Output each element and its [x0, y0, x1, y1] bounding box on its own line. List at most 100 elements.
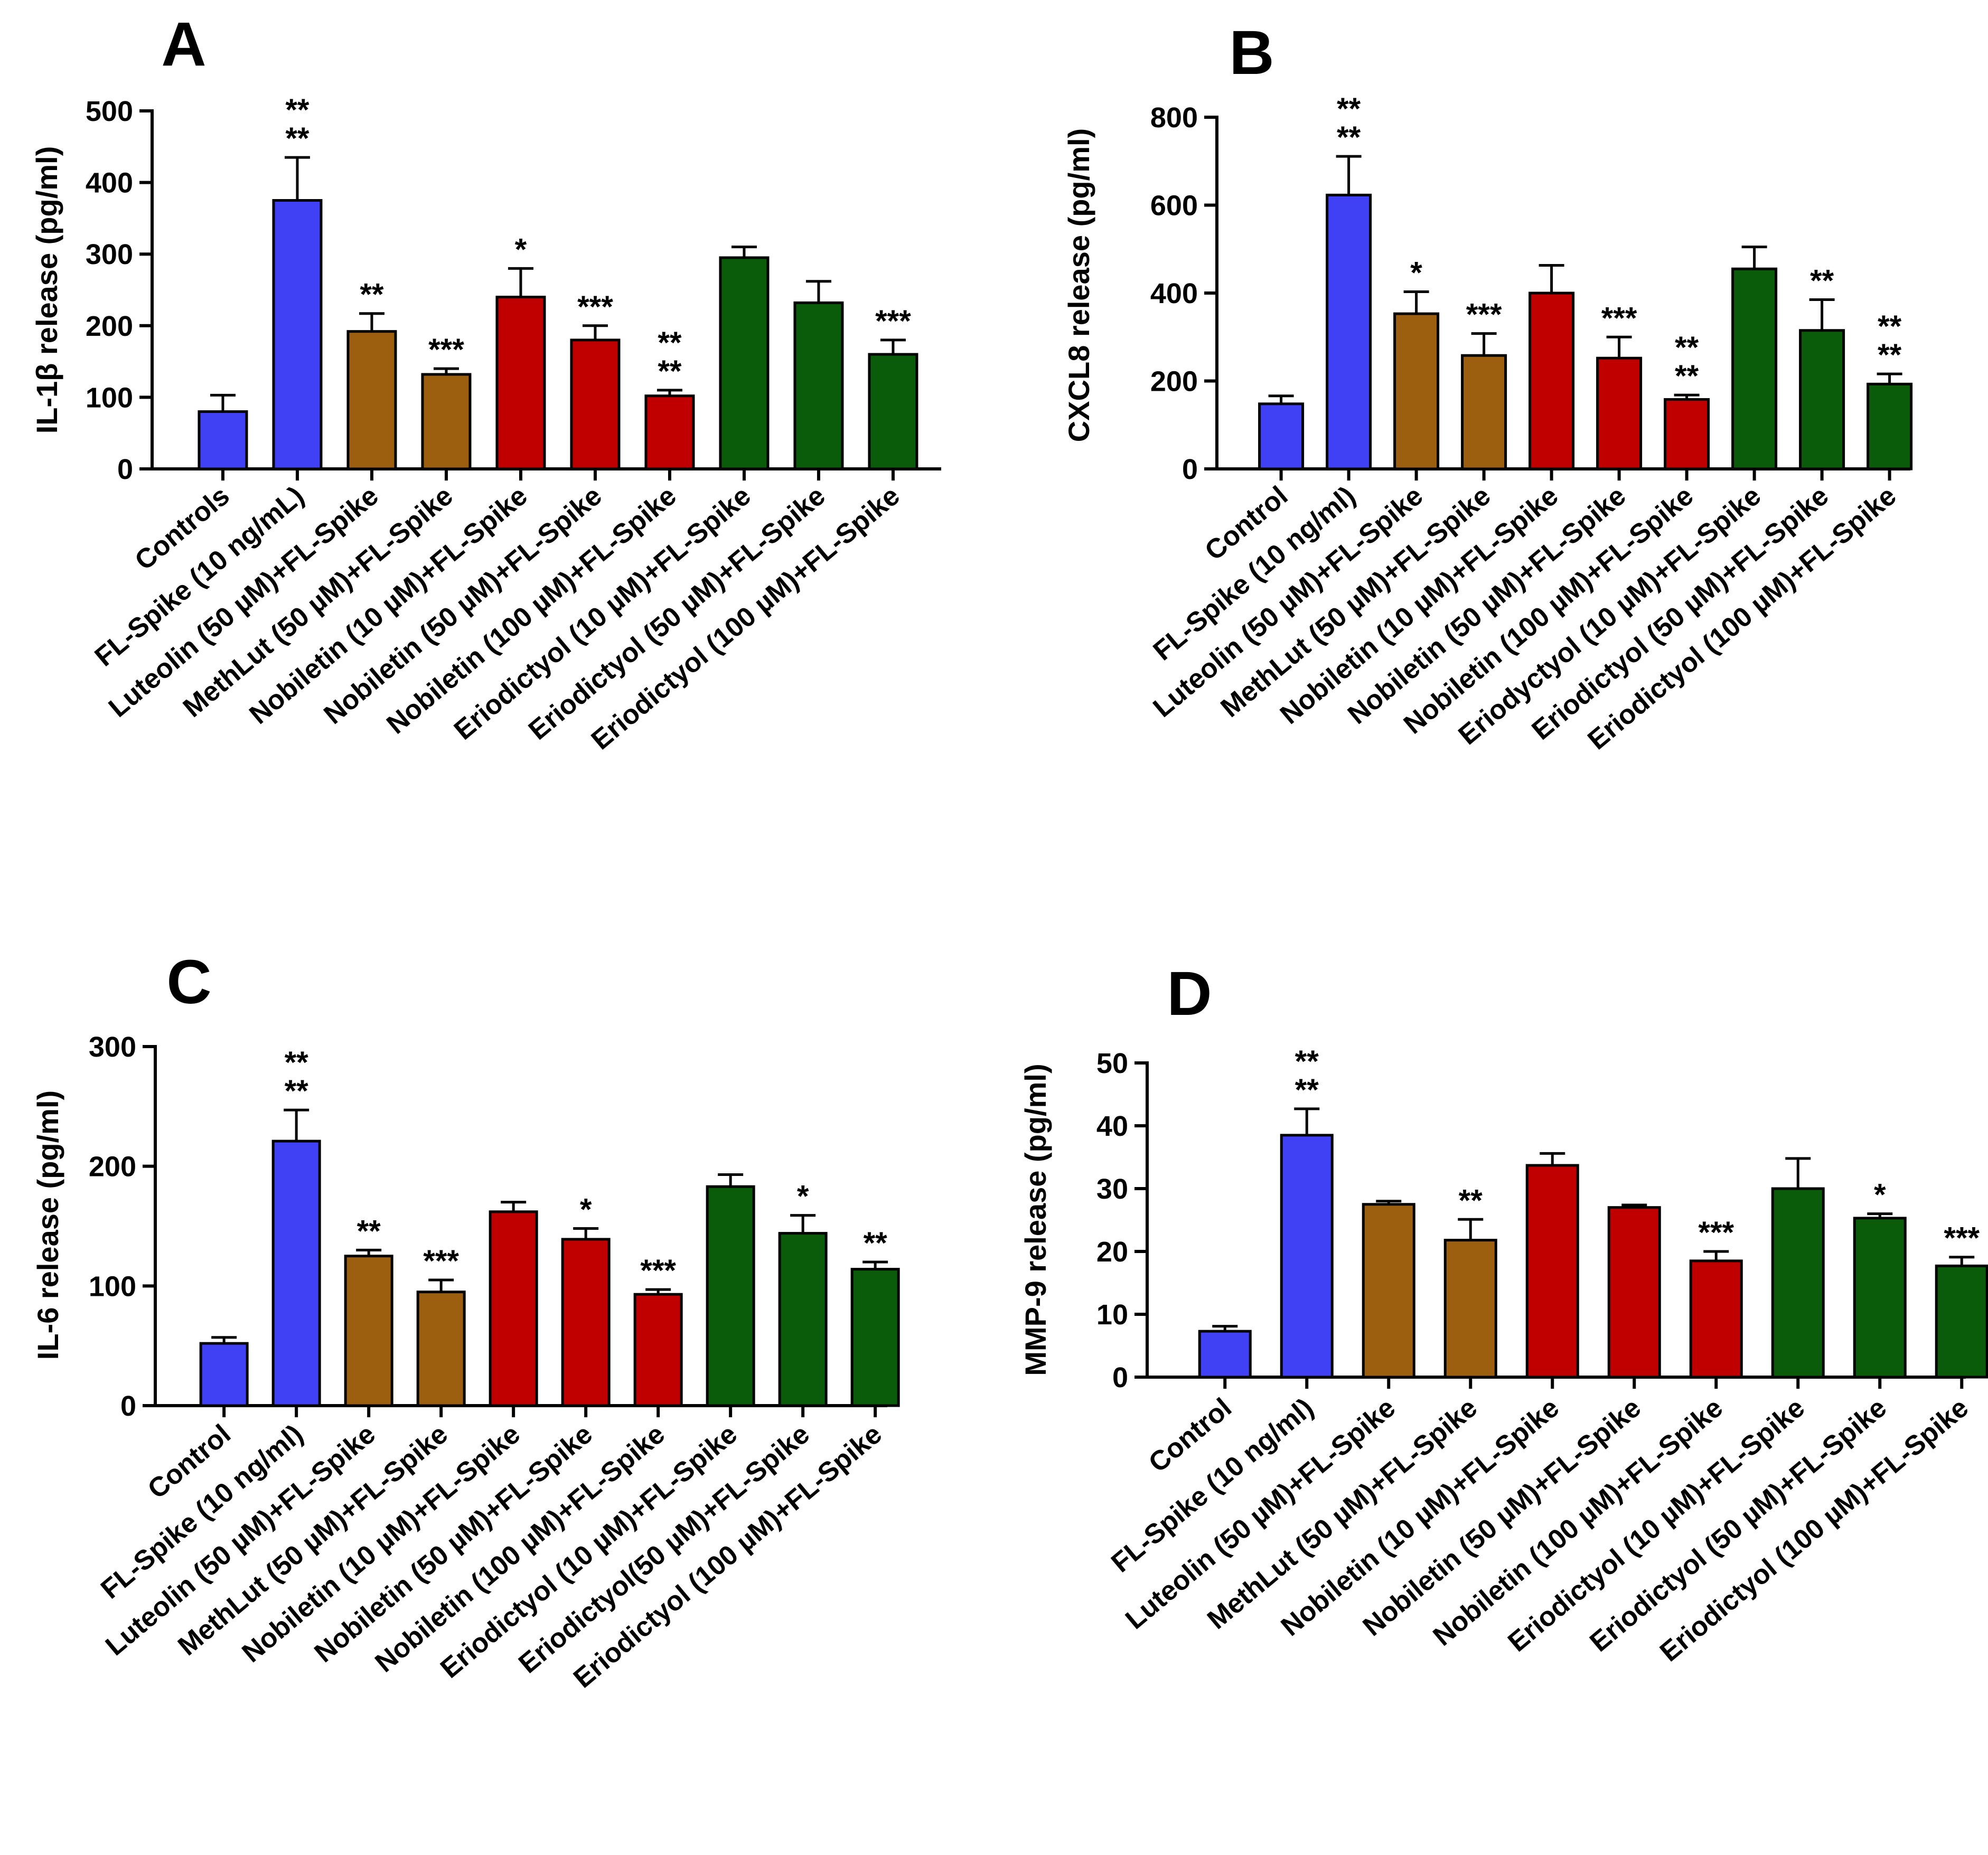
y-tick-label: 0 [117, 454, 133, 485]
y-tick-label: 600 [1150, 190, 1198, 222]
significance-stars: *** [1698, 1216, 1734, 1250]
bar [1198, 1330, 1252, 1379]
significance-stars: ** [1675, 331, 1699, 365]
significance-stars: *** [1466, 298, 1502, 332]
bar [271, 1140, 321, 1407]
error-bar [1621, 1203, 1647, 1208]
bar [706, 1185, 755, 1407]
y-tick-label: 50 [1096, 1048, 1128, 1079]
bar [719, 256, 770, 470]
error-bar [284, 156, 310, 201]
error-bar [1877, 372, 1902, 384]
bar [1461, 354, 1507, 470]
error-bar [645, 1288, 671, 1295]
significance-stars: *** [1944, 1221, 1980, 1256]
error-bar [1809, 298, 1835, 331]
significance-stars: ** [1337, 92, 1361, 126]
significance-stars: ** [658, 354, 682, 389]
bar [1731, 267, 1778, 470]
bar [416, 1291, 466, 1407]
bar [1443, 1239, 1497, 1379]
error-bar [731, 246, 757, 258]
significance-stars: *** [1601, 301, 1637, 335]
significance-stars: * [1874, 1178, 1886, 1212]
y-axis-title: IL-6 release (pg/ml) [31, 1090, 64, 1360]
error-bar [1403, 290, 1429, 314]
error-bar [211, 1336, 237, 1344]
panel-label-c: C [166, 947, 211, 1017]
error-bar [359, 312, 385, 332]
significance-stars: ** [1295, 1073, 1319, 1107]
y-tick-label: 100 [86, 382, 133, 413]
significance-stars: ** [285, 1074, 309, 1108]
significance-stars: * [1410, 256, 1422, 290]
significance-stars: *** [423, 1244, 459, 1278]
bar [346, 330, 397, 470]
y-tick-label: 0 [1112, 1362, 1128, 1393]
bar [489, 1210, 538, 1407]
error-bar [805, 280, 831, 303]
bar [421, 373, 472, 470]
y-axis-title: MMP-9 release (pg/ml) [1019, 1063, 1052, 1376]
bar [1362, 1203, 1415, 1379]
bar [633, 1293, 683, 1407]
error-bar [1785, 1157, 1811, 1189]
error-bar [1212, 1325, 1238, 1332]
y-tick-label: 300 [86, 239, 133, 270]
y-tick-label: 200 [89, 1151, 136, 1183]
bar [778, 1232, 828, 1407]
bar [1258, 402, 1305, 470]
significance-stars: ** [1295, 1044, 1319, 1079]
bar [199, 1342, 249, 1407]
error-bar [1376, 1200, 1402, 1204]
significance-stars: ** [360, 278, 384, 312]
bar [495, 296, 546, 470]
bar [1853, 1217, 1907, 1379]
y-tick-label: 0 [120, 1390, 136, 1422]
y-tick-label: 30 [1096, 1173, 1128, 1205]
error-bar [1606, 335, 1632, 359]
y-tick-label: 400 [86, 167, 133, 199]
error-bar [1471, 332, 1497, 356]
significance-stars: ** [1878, 309, 1902, 344]
y-tick-label: 100 [89, 1270, 136, 1302]
panel-c: CIL-6 release (pg/ml)0100200300Control**… [31, 947, 900, 1694]
bar [570, 338, 621, 470]
panel-label-b: B [1229, 18, 1274, 88]
y-tick-label: 300 [89, 1031, 136, 1063]
x-tick-label: Eriodictyol (50 µM)+FL-Spike [1584, 1392, 1892, 1658]
y-tick-label: 500 [86, 96, 133, 127]
bar [1689, 1259, 1743, 1379]
error-bar [356, 1248, 382, 1256]
significance-stars: *** [428, 333, 464, 367]
error-bar [1867, 1212, 1893, 1218]
bar [1867, 382, 1913, 470]
bar [1393, 312, 1440, 470]
error-bar [1458, 1218, 1484, 1240]
error-bar [1741, 246, 1767, 269]
error-bar [508, 267, 533, 297]
y-tick-label: 400 [1150, 278, 1198, 309]
error-bar [1268, 394, 1294, 404]
significance-stars: * [580, 1193, 592, 1227]
significance-stars: ** [285, 1046, 309, 1080]
bar [644, 394, 695, 470]
significance-stars: ** [285, 93, 310, 127]
bar [198, 410, 248, 470]
error-bar [582, 324, 608, 340]
error-bar [880, 338, 906, 355]
significance-stars: ** [1337, 120, 1361, 155]
error-bar [1949, 1256, 1975, 1266]
significance-stars: *** [875, 304, 911, 338]
bar [868, 353, 918, 470]
significance-stars: ** [1878, 338, 1902, 372]
y-tick-label: 0 [1182, 454, 1198, 485]
bar [344, 1255, 393, 1407]
error-bar [718, 1173, 744, 1187]
y-tick-label: 200 [1150, 366, 1198, 398]
significance-stars: ** [285, 121, 310, 156]
y-tick-label: 10 [1096, 1299, 1128, 1331]
panel-label-a: A [161, 10, 206, 79]
